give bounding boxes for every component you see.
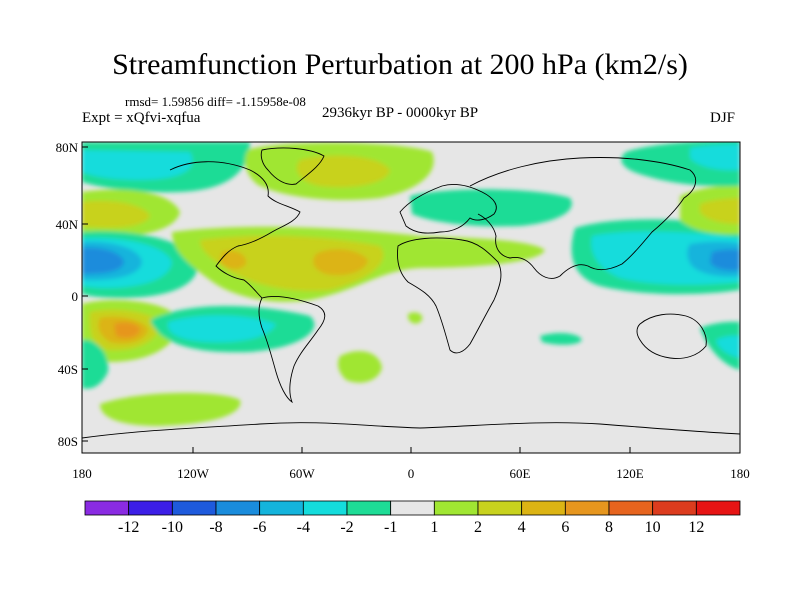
contour-tropical-pacific-negative-core xyxy=(82,247,124,274)
contour-se-indian-negative-core xyxy=(716,335,740,358)
contour-greenland-positive-core xyxy=(296,155,390,188)
contour-southern-ocean-positive xyxy=(100,392,241,426)
period-label: 2936kyr BP - 0000kyr BP xyxy=(322,105,479,121)
colorbar-tick-label: 12 xyxy=(688,519,705,536)
coastlines xyxy=(82,147,740,439)
statistics-label: rmsd= 1.59856 diff= -1.15958e-08 xyxy=(125,94,306,109)
contour-siberia-negative-core xyxy=(690,144,740,171)
x-label-120e: 120E xyxy=(616,466,644,481)
colorbar-swatch xyxy=(346,500,392,516)
y-label-80n: 80N xyxy=(55,140,78,155)
colorbar-swatch xyxy=(128,500,173,516)
colorbar-swatch xyxy=(564,500,610,516)
north-america-coast xyxy=(169,161,301,299)
contour-east-asia-negative-core xyxy=(710,249,740,271)
x-label-60w: 60W xyxy=(289,466,315,481)
colorbar-tick-label: 8 xyxy=(605,519,613,536)
colorbar-swatch xyxy=(477,500,523,516)
contour-north-pacific-negative-core xyxy=(82,150,193,180)
contour-north-pacific-positive-core xyxy=(82,200,150,228)
europe-coast xyxy=(399,183,497,234)
contour-field xyxy=(82,142,740,439)
greenland-coast xyxy=(260,147,325,185)
y-label-40s: 40S xyxy=(57,362,78,377)
colorbar-tick-label: -2 xyxy=(340,519,354,536)
south-america-coast xyxy=(258,295,326,404)
contour-southern-ocean-positive-2 xyxy=(338,351,382,383)
asia-coast xyxy=(469,157,697,279)
colorbar-swatch xyxy=(608,500,654,516)
colorbar xyxy=(84,500,741,516)
contour-south-pacific-positive-core xyxy=(114,322,140,338)
australia-coast xyxy=(636,313,707,359)
colorbar-swatch xyxy=(390,500,435,516)
colorbar-tick-label: -6 xyxy=(252,519,267,536)
contour-sw-pacific-negative xyxy=(82,339,109,389)
colorbar-tick-label: 2 xyxy=(474,519,482,536)
chart-title: Streamfunction Perturbation at 200 hPa (… xyxy=(112,48,688,81)
colorbar-tick-label: 6 xyxy=(561,519,570,536)
colorbar-swatch xyxy=(433,500,479,516)
colorbar-swatch xyxy=(695,500,741,516)
colorbar-tick-label: -4 xyxy=(296,519,310,536)
colorbar-swatch xyxy=(652,500,697,516)
x-label-60e: 60E xyxy=(509,466,531,481)
contour-tropical-atlantic-positive-core xyxy=(313,249,368,276)
contour-south-pacific-negative-core xyxy=(167,315,276,343)
colorbar-tick-label: -8 xyxy=(209,519,223,536)
x-label-180e: 180 xyxy=(730,466,750,481)
antarctica-coast xyxy=(82,422,740,439)
y-label-0: 0 xyxy=(71,289,79,304)
contour-indian-ocean-positive xyxy=(408,312,423,324)
axis-ticks xyxy=(82,146,631,453)
season-label: DJF xyxy=(710,110,736,126)
y-label-80s: 80S xyxy=(57,434,78,449)
colorbar-swatch xyxy=(84,500,130,516)
contour-caribbean-positive xyxy=(220,250,247,270)
africa-coast xyxy=(397,237,502,354)
contour-africa-negative xyxy=(410,189,572,227)
colorbar-swatch xyxy=(259,500,304,516)
x-label-120w: 120W xyxy=(177,466,209,481)
colorbar-swatch xyxy=(302,500,348,516)
experiment-label: Expt = xQfvi-xqfua xyxy=(82,110,201,126)
y-label-40n: 40N xyxy=(55,217,78,232)
colorbar-tick-label: 1 xyxy=(430,519,439,536)
colorbar-tick-label: -12 xyxy=(117,519,140,536)
colorbar-tick-label: -1 xyxy=(383,519,398,536)
colorbar-tick-label: 10 xyxy=(644,519,661,536)
contour-ne-pacific-positive-core xyxy=(700,198,740,224)
colorbar-swatch xyxy=(171,500,217,516)
colorbar-tick-label: -10 xyxy=(161,519,183,536)
x-label-180w: 180 xyxy=(72,466,92,481)
x-label-0: 0 xyxy=(407,466,415,481)
colorbar-swatch xyxy=(521,500,566,516)
colorbar-swatch xyxy=(215,500,261,516)
contour-indian-ocean-negative xyxy=(540,333,582,345)
colorbar-tick-label: 4 xyxy=(517,519,526,536)
